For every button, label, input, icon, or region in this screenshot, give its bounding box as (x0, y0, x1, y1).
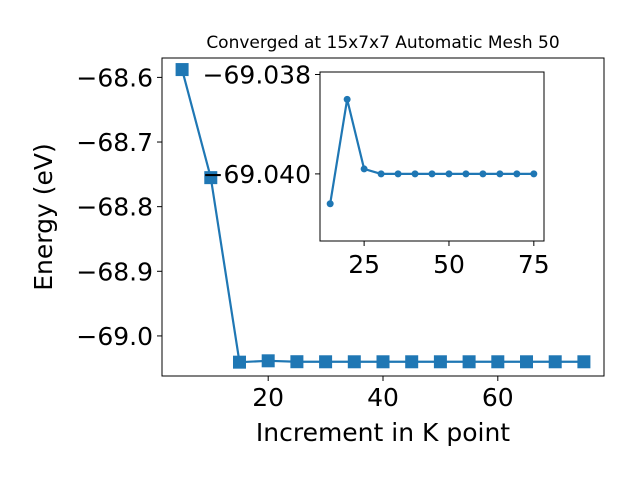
main-x-ticks: 20 40 60 (252, 376, 514, 412)
main-data-point (204, 171, 218, 185)
inset-data-point (428, 170, 436, 178)
main-x-tick-label: 60 (482, 383, 514, 412)
inset-data-point (394, 170, 402, 178)
inset-x-tick-label: 50 (433, 250, 465, 279)
inset-series (326, 95, 538, 208)
inset-data-point (530, 170, 538, 178)
inset-x-tick-label: 25 (348, 250, 380, 279)
main-data-point (405, 355, 419, 369)
inset-plot-area (320, 72, 544, 241)
inset-plot-frame (319, 71, 545, 242)
main-data-point (347, 355, 361, 369)
main-y-tick-label: −68.9 (76, 257, 153, 286)
main-data-point (290, 355, 304, 369)
main-data-point (376, 355, 390, 369)
main-data-point (462, 355, 476, 369)
inset-y-tick-label: −69.038 (203, 60, 311, 89)
inset-y-ticks: −69.040 −69.038 (203, 60, 320, 189)
chart-title: Converged at 15x7x7 Automatic Mesh 50 (206, 33, 559, 53)
inset-data-point (479, 170, 487, 178)
main-data-point (175, 63, 189, 77)
inset-x-tick-label: 75 (518, 250, 550, 279)
inset-data-point (462, 170, 470, 178)
inset-data-point (513, 170, 521, 178)
main-data-point (491, 355, 505, 369)
main-data-point (520, 355, 534, 369)
main-y-ticks: −68.6 −68.7 −68.8 −68.9 −69.0 (76, 63, 162, 351)
inset-data-point (411, 170, 419, 178)
main-data-point (232, 355, 246, 369)
main-series (175, 63, 591, 369)
inset-data-point (360, 165, 368, 173)
main-x-tick-label: 40 (367, 383, 399, 412)
inset-data-point (343, 95, 351, 103)
main-data-point (548, 355, 562, 369)
main-data-point (577, 355, 591, 369)
main-y-tick-label: −68.7 (76, 128, 153, 157)
main-y-tick-label: −69.0 (76, 322, 153, 351)
main-data-point (319, 355, 333, 369)
x-axis-label: Increment in K point (256, 418, 510, 447)
main-data-point (261, 354, 275, 368)
inset-y-tick-label: −69.040 (203, 160, 311, 189)
main-plot-frame (161, 57, 605, 377)
main-y-tick-label: −68.8 (76, 193, 153, 222)
main-y-tick-label: −68.6 (76, 63, 153, 92)
inset-data-point (326, 200, 334, 208)
main-data-point (433, 355, 447, 369)
y-axis-label: Energy (eV) (29, 143, 58, 290)
inset-plot: 25 50 75 −69.040 −69.038 (203, 60, 550, 279)
inset-data-point (377, 170, 385, 178)
inset-x-ticks: 25 50 75 (348, 241, 550, 279)
inset-data-point (496, 170, 504, 178)
main-x-tick-label: 20 (252, 383, 284, 412)
inset-data-point (445, 170, 453, 178)
